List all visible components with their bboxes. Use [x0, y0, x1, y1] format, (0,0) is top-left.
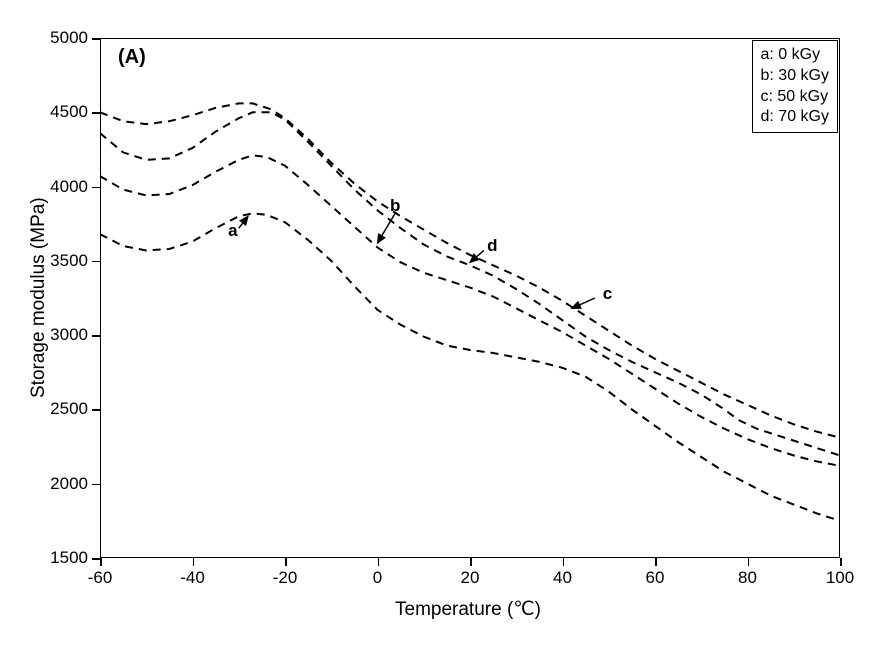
arrow-c: [572, 298, 595, 308]
y-tick: [92, 484, 100, 486]
series-label-a: a: [228, 221, 237, 241]
x-tick: [840, 558, 842, 566]
y-tick: [92, 187, 100, 189]
x-tick: [563, 558, 565, 566]
series-a: [100, 213, 840, 521]
x-tick: [470, 558, 472, 566]
x-tick-label: 20: [455, 568, 485, 588]
series-d: [100, 112, 840, 455]
legend-item-d: d: 70 kGy: [761, 107, 829, 128]
y-tick-label: 5000: [50, 28, 88, 48]
x-tick-label: 60: [640, 568, 670, 588]
y-tick: [92, 335, 100, 337]
x-tick: [378, 558, 380, 566]
x-tick-label: -20: [270, 568, 300, 588]
y-axis-label: Storage modulus (MPa): [28, 197, 50, 398]
x-tick: [100, 558, 102, 566]
legend-item-b: b: 30 kGy: [761, 66, 829, 87]
x-tick-label: -60: [85, 568, 115, 588]
y-tick: [92, 558, 100, 560]
x-tick-label: -40: [178, 568, 208, 588]
series-label-b: b: [390, 196, 400, 216]
legend-box: a: 0 kGy b: 30 kGy c: 50 kGy d: 70 kGy: [752, 40, 838, 133]
arrow-a: [239, 216, 248, 228]
x-tick: [193, 558, 195, 566]
series-b: [100, 155, 840, 466]
y-tick: [92, 112, 100, 114]
x-tick-label: 0: [363, 568, 393, 588]
x-tick-label: 80: [733, 568, 763, 588]
x-tick: [655, 558, 657, 566]
series-label-d: d: [487, 236, 497, 256]
x-tick: [748, 558, 750, 566]
y-tick-label: 4000: [50, 177, 88, 197]
legend-item-a: a: 0 kGy: [761, 45, 829, 66]
x-tick: [285, 558, 287, 566]
y-tick-label: 3000: [50, 325, 88, 345]
y-tick: [92, 409, 100, 411]
y-tick: [92, 38, 100, 40]
series-label-c: c: [603, 284, 612, 304]
panel-label: (A): [118, 46, 146, 69]
y-tick-label: 1500: [50, 548, 88, 568]
x-tick-label: 40: [548, 568, 578, 588]
y-tick: [92, 261, 100, 263]
x-tick-label: 100: [825, 568, 855, 588]
arrow-b: [378, 212, 397, 243]
y-tick-label: 3500: [50, 251, 88, 271]
legend-item-c: c: 50 kGy: [761, 87, 829, 108]
y-tick-label: 2000: [50, 474, 88, 494]
y-tick-label: 4500: [50, 102, 88, 122]
x-axis-label: Temperature (℃): [395, 598, 541, 621]
series-c: [100, 103, 840, 437]
chart-container: (A) Storage modulus (MPa) Temperature (℃…: [0, 0, 890, 645]
y-tick-label: 2500: [50, 399, 88, 419]
